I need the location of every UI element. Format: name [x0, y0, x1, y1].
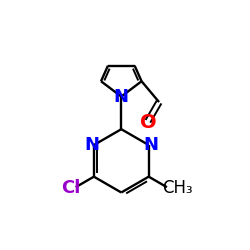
Text: N: N — [114, 88, 129, 106]
Text: Cl: Cl — [62, 180, 81, 198]
Text: CH₃: CH₃ — [162, 180, 192, 198]
Text: O: O — [140, 113, 156, 132]
Text: N: N — [143, 136, 158, 154]
Text: N: N — [84, 136, 100, 154]
